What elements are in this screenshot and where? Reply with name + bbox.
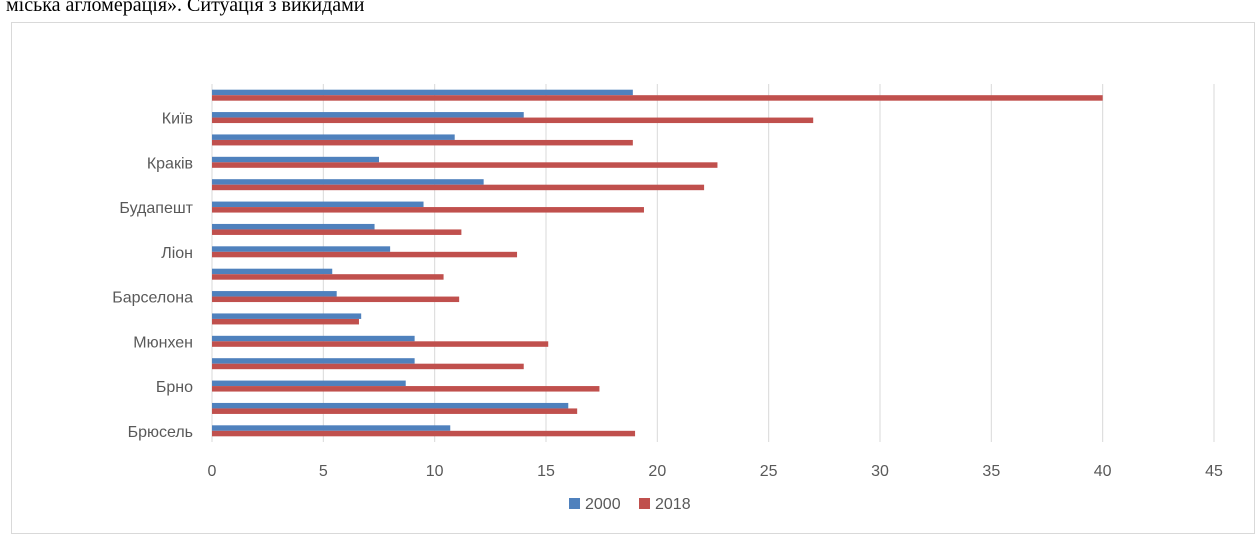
bar-2018-7 xyxy=(212,274,444,280)
bars xyxy=(212,89,1103,437)
bar-2000-5 xyxy=(212,313,362,319)
bar-2000-2 xyxy=(212,380,406,387)
bar-2000-0 xyxy=(212,425,451,431)
bar-chart: Брюсель Брно Мюнхен Барселона Ліон Будапешт Кр… xyxy=(112,84,1223,513)
category-label: Мюнхен xyxy=(133,334,193,351)
bar-2018-0 xyxy=(212,430,636,437)
category-label: Брно xyxy=(156,379,193,396)
bar-2018-12 xyxy=(212,162,718,168)
bar-2000-12 xyxy=(212,156,379,163)
bar-2000-8 xyxy=(212,246,391,252)
bar-2018-9 xyxy=(212,229,462,235)
category-labels: Брюсель Брно Мюнхен Барселона Ліон Будапешт Кр… xyxy=(112,111,193,441)
bar-2018-5 xyxy=(212,318,359,325)
x-tick-label: 20 xyxy=(648,463,666,480)
bar-2000-9 xyxy=(212,223,375,230)
bar-2000-14 xyxy=(212,112,524,118)
bar-2000-6 xyxy=(212,291,337,297)
x-tick-label: 5 xyxy=(319,463,328,480)
x-tick-label: 0 xyxy=(208,463,217,480)
legend-label-2000: 2000 xyxy=(585,496,621,513)
legend-swatch-2018 xyxy=(639,498,650,509)
x-tick-label: 15 xyxy=(537,463,555,480)
legend-swatch-2000 xyxy=(569,498,580,509)
bar-2018-6 xyxy=(212,296,460,303)
bar-2000-3 xyxy=(212,358,415,364)
category-label: Будапешт xyxy=(119,200,193,217)
bar-2000-7 xyxy=(212,268,333,275)
bar-2018-2 xyxy=(212,386,600,392)
bar-2018-8 xyxy=(212,251,518,258)
bar-2018-13 xyxy=(212,139,633,146)
bar-2000-1 xyxy=(212,402,569,409)
bar-2018-10 xyxy=(212,207,644,213)
bar-2018-4 xyxy=(212,341,549,347)
category-label: Ліон xyxy=(161,245,193,262)
bar-2018-14 xyxy=(212,117,814,124)
bar-2000-4 xyxy=(212,335,415,342)
chart-frame: Брюсель Брно Мюнхен Барселона Ліон Будапешт Кр… xyxy=(11,22,1255,534)
bar-2000-10 xyxy=(212,201,424,208)
category-label: Брюсель xyxy=(128,424,193,441)
bar-2018-11 xyxy=(212,184,705,191)
x-tick-label: 40 xyxy=(1094,463,1112,480)
bar-2018-1 xyxy=(212,408,578,414)
category-label: Барселона xyxy=(112,290,193,307)
x-tick-label: 45 xyxy=(1205,463,1223,480)
bar-2000-11 xyxy=(212,179,484,185)
bar-2018-3 xyxy=(212,363,524,370)
x-tick-label: 25 xyxy=(760,463,778,480)
legend: 2000 2018 xyxy=(569,496,691,513)
x-tick-label: 35 xyxy=(982,463,1000,480)
x-tick-labels: 0 5 10 15 20 25 30 35 40 45 xyxy=(208,463,1223,480)
x-tick-label: 30 xyxy=(871,463,889,480)
bar-2000-13 xyxy=(212,134,455,140)
bar-2018-15 xyxy=(212,95,1103,101)
category-label: Київ xyxy=(162,111,193,128)
category-label: Краків xyxy=(147,155,193,172)
figure-heading-fragment: міська агломерація». Ситуація з викидами xyxy=(6,0,365,16)
legend-label-2018: 2018 xyxy=(655,496,691,513)
bar-2000-15 xyxy=(212,89,633,96)
x-tick-label: 10 xyxy=(426,463,444,480)
